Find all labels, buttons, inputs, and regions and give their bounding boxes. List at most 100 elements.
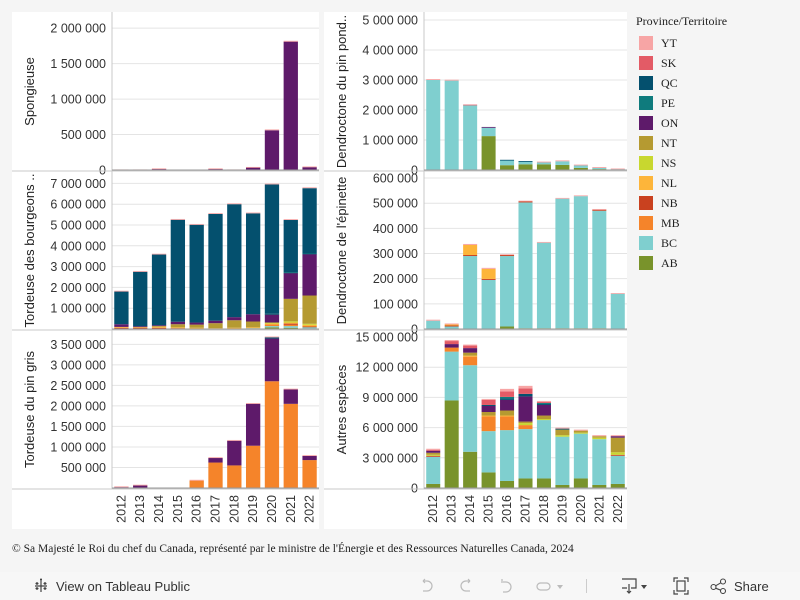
legend-item-nt[interactable]: NT [636, 133, 796, 153]
bar-segment-on-2018[interactable] [536, 404, 551, 416]
bar-segment-bc-2019[interactable] [555, 198, 570, 329]
view-on-tableau-button[interactable]: View on Tableau Public [33, 572, 190, 600]
bar-segment-bc-2014[interactable] [463, 256, 478, 329]
bar-segment-yt-2019[interactable] [555, 197, 570, 199]
bar-segment-on-2014[interactable] [463, 348, 478, 353]
bar-segment-bc-2019[interactable] [555, 436, 570, 485]
fullscreen-button[interactable] [673, 572, 689, 600]
bar-segment-on-2014[interactable] [151, 168, 167, 170]
bar-segment-on-2021[interactable] [283, 41, 298, 171]
bar-segment-yt-2019[interactable] [245, 212, 261, 214]
bar-segment-yt-2018[interactable] [536, 241, 551, 243]
bar-segment-bc-2015[interactable] [481, 127, 496, 137]
bar-segment-nl-2014[interactable] [151, 326, 167, 328]
bar-segment-sk-2012[interactable] [426, 449, 441, 451]
bar-segment-yt-2022[interactable] [302, 166, 317, 168]
bar-segment-ab-2021[interactable] [592, 484, 607, 488]
bar-segment-nb-2017[interactable] [518, 201, 533, 203]
bar-segment-bc-2021[interactable] [592, 439, 607, 485]
refresh-button[interactable] [536, 572, 564, 600]
bar-segment-yt-2021[interactable] [592, 208, 607, 210]
bar-segment-bc-2018[interactable] [536, 162, 551, 165]
bar-segment-nl-2014[interactable] [463, 244, 478, 256]
bar-segment-nb-2021[interactable] [592, 209, 607, 211]
bar-segment-ab-2016[interactable] [500, 165, 515, 170]
bar-segment-on-2012[interactable] [426, 450, 441, 453]
bar-segment-qc-2012[interactable] [114, 291, 129, 325]
bar-segment-qc-2017[interactable] [518, 161, 533, 162]
bar-segment-yt-2013[interactable] [444, 340, 459, 342]
bar-segment-bc-2018[interactable] [536, 242, 551, 329]
bar-segment-bc-2014[interactable] [463, 105, 478, 170]
bar-segment-mb-2018[interactable] [227, 465, 242, 488]
bar-segment-on-2022[interactable] [302, 455, 317, 461]
bar-segment-yt-2017[interactable] [208, 168, 223, 170]
bar-segment-bc-2017[interactable] [518, 161, 533, 165]
bar-segment-nb-2014[interactable] [151, 327, 167, 329]
bar-segment-pe-2020[interactable] [264, 313, 280, 315]
bar-segment-ab-2012[interactable] [426, 483, 441, 488]
bar-segment-nl-2016[interactable] [500, 415, 515, 417]
bar-segment-yt-2013[interactable] [444, 79, 459, 81]
bar-segment-mb-2020[interactable] [264, 381, 280, 488]
bar-segment-yt-2022[interactable] [610, 435, 625, 437]
bar-segment-bc-2021[interactable] [592, 167, 607, 170]
bar-segment-bc-2017[interactable] [518, 429, 533, 479]
bar-segment-bc-2016[interactable] [500, 160, 515, 166]
bar-segment-yt-2016[interactable] [189, 479, 204, 481]
legend-item-nb[interactable]: NB [636, 193, 796, 213]
bar-segment-yt-2012[interactable] [114, 290, 129, 292]
bar-segment-bc-2018[interactable] [536, 420, 551, 479]
legend-item-mb[interactable]: MB [636, 213, 796, 233]
bar-segment-yt-2012[interactable] [426, 319, 441, 321]
bar-segment-qc-2020[interactable] [264, 337, 280, 339]
bar-segment-sk-2014[interactable] [463, 345, 478, 349]
bar-segment-nt-2018[interactable] [536, 415, 551, 420]
bar-segment-bc-2013[interactable] [444, 351, 459, 401]
bar-segment-ab-2018[interactable] [536, 164, 551, 170]
bar-segment-ns-2019[interactable] [555, 435, 570, 437]
bar-segment-ns-2017[interactable] [518, 423, 533, 426]
bar-segment-yt-2017[interactable] [208, 457, 223, 459]
bar-segment-yt-2012[interactable] [426, 448, 441, 450]
bar-segment-on-2022[interactable] [302, 167, 317, 170]
bar-segment-qc-2018[interactable] [227, 204, 242, 318]
bar-segment-on-2019[interactable] [245, 167, 261, 170]
bar-segment-ab-2016[interactable] [500, 480, 515, 488]
bar-segment-yt-2015[interactable] [481, 398, 496, 400]
bar-segment-yt-2019[interactable] [555, 427, 570, 429]
bar-segment-yt-2013[interactable] [133, 270, 148, 272]
bar-segment-mb-2020[interactable] [264, 324, 280, 327]
bar-segment-bc-2013[interactable] [444, 80, 459, 170]
bar-segment-yt-2016[interactable] [500, 254, 515, 256]
bar-segment-nb-2012[interactable] [426, 455, 441, 457]
bar-segment-qc-2015[interactable] [481, 404, 496, 406]
revert-button[interactable] [498, 572, 514, 600]
bar-segment-nt-2021[interactable] [592, 436, 607, 438]
bar-segment-yt-2020[interactable] [264, 336, 280, 338]
bar-segment-ns-2020[interactable] [264, 322, 280, 324]
bar-segment-mb-2021[interactable] [283, 403, 298, 488]
bar-segment-ab-2017[interactable] [518, 478, 533, 488]
bar-segment-ab-2019[interactable] [555, 164, 570, 170]
bar-segment-on-2018[interactable] [227, 440, 242, 466]
bar-segment-yt-2019[interactable] [245, 166, 261, 168]
bar-segment-bc-2015[interactable] [481, 431, 496, 473]
bar-segment-nb-2022[interactable] [302, 326, 317, 328]
bar-segment-yt-2019[interactable] [245, 403, 261, 404]
bar-segment-sk-2018[interactable] [536, 401, 551, 403]
bar-segment-yt-2020[interactable] [264, 183, 280, 185]
bar-segment-ab-2015[interactable] [481, 472, 496, 488]
bar-segment-on-2013[interactable] [444, 344, 459, 348]
bar-segment-on-2013[interactable] [133, 485, 148, 488]
bar-segment-nb-2013[interactable] [133, 327, 148, 329]
bar-segment-yt-2015[interactable] [170, 218, 186, 220]
bar-segment-mb-2021[interactable] [283, 324, 298, 327]
bar-segment-bc-2012[interactable] [426, 456, 441, 484]
bar-segment-pe-2021[interactable] [283, 272, 298, 274]
bar-segment-yt-2020[interactable] [264, 129, 280, 131]
legend-item-sk[interactable]: SK [636, 53, 796, 73]
bar-segment-nl-2021[interactable] [283, 322, 298, 324]
bar-segment-yt-2015[interactable] [481, 267, 496, 269]
bar-segment-nb-2021[interactable] [283, 323, 298, 325]
